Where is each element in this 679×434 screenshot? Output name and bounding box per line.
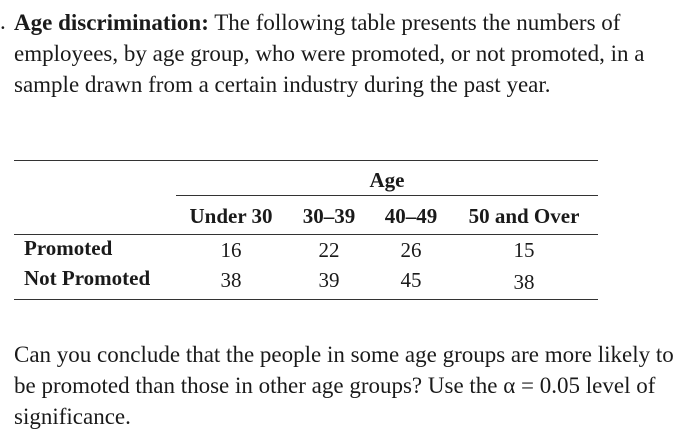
column-header-50-and-over: 50 and Over bbox=[468, 204, 580, 228]
question-text: Can you conclude that the people in some… bbox=[14, 342, 674, 429]
table-cell: 22 bbox=[318, 238, 340, 262]
problem-intro: Age discrimination: The following table … bbox=[14, 7, 679, 100]
spanner-rule bbox=[176, 195, 598, 196]
table-cell: 39 bbox=[318, 268, 340, 292]
table-cell: 45 bbox=[400, 268, 422, 292]
table-bottom-rule bbox=[14, 299, 598, 300]
header-rule bbox=[14, 234, 598, 235]
table-cell: 26 bbox=[400, 238, 422, 262]
problem-lead: Age discrimination: bbox=[14, 10, 209, 35]
table-cell: 16 bbox=[220, 238, 242, 262]
row-label-not-promoted: Not Promoted bbox=[24, 266, 151, 290]
problem-intro-text: The following table presents the numbers… bbox=[14, 10, 645, 97]
table-cell: 38 bbox=[220, 268, 242, 292]
problem-bullet: . bbox=[0, 9, 6, 34]
age-spanner-header: Age bbox=[369, 168, 405, 192]
column-header-30-39: 30–39 bbox=[302, 204, 356, 228]
column-header-40-49: 40–49 bbox=[384, 204, 438, 228]
column-header-under-30: Under 30 bbox=[189, 204, 273, 228]
row-label-promoted: Promoted bbox=[24, 236, 113, 260]
table-cell: 38 bbox=[513, 270, 535, 294]
table-cell: 15 bbox=[513, 238, 535, 262]
table-top-rule bbox=[14, 160, 598, 161]
